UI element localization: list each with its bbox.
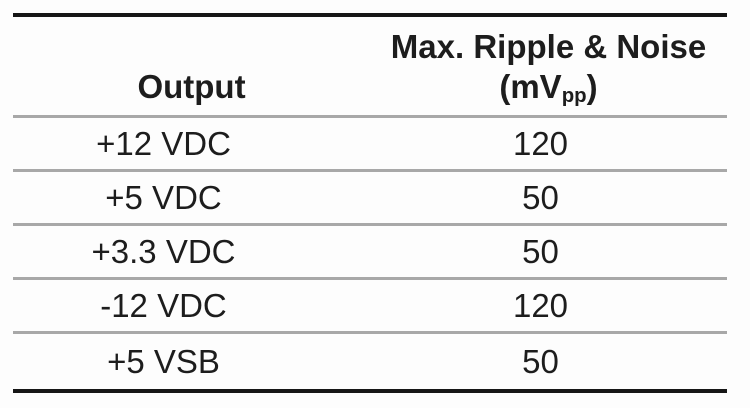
ripple-header-line1: Max. Ripple & Noise xyxy=(390,28,707,65)
output-cell: +3.3 VDC xyxy=(91,232,236,270)
ripple-cell: 120 xyxy=(512,124,569,162)
table-row: +3.3 VDC 50 xyxy=(13,226,727,280)
ripple-cell: 50 xyxy=(522,178,559,216)
ripple-unit-prefix: (mV xyxy=(499,68,562,105)
ripple-noise-table: Output Max. Ripple & Noise (mVpp) +12 VD… xyxy=(13,13,727,393)
table-row: +5 VDC 50 xyxy=(13,172,727,226)
ripple-cell: 50 xyxy=(522,232,559,270)
output-cell: +5 VDC xyxy=(105,178,222,216)
table-row: +5 VSB 50 xyxy=(13,334,727,389)
output-header-label: Output xyxy=(137,68,246,105)
ripple-cell: 50 xyxy=(522,342,559,380)
table-row: +12 VDC 120 xyxy=(13,118,727,172)
output-cell: -12 VDC xyxy=(100,286,227,324)
ripple-cell: 120 xyxy=(512,286,569,324)
ripple-header-unit: (mVpp) xyxy=(499,67,597,107)
output-cell: +5 VSB xyxy=(107,342,220,380)
table-row: -12 VDC 120 xyxy=(13,280,727,334)
column-header-ripple: Max. Ripple & Noise (mVpp) xyxy=(370,17,727,115)
ripple-unit-suffix: ) xyxy=(586,68,598,105)
ripple-unit-subscript: pp xyxy=(561,83,587,107)
table-header-row: Output Max. Ripple & Noise (mVpp) xyxy=(13,17,727,118)
column-header-output: Output xyxy=(13,17,370,115)
output-cell: +12 VDC xyxy=(96,124,231,162)
